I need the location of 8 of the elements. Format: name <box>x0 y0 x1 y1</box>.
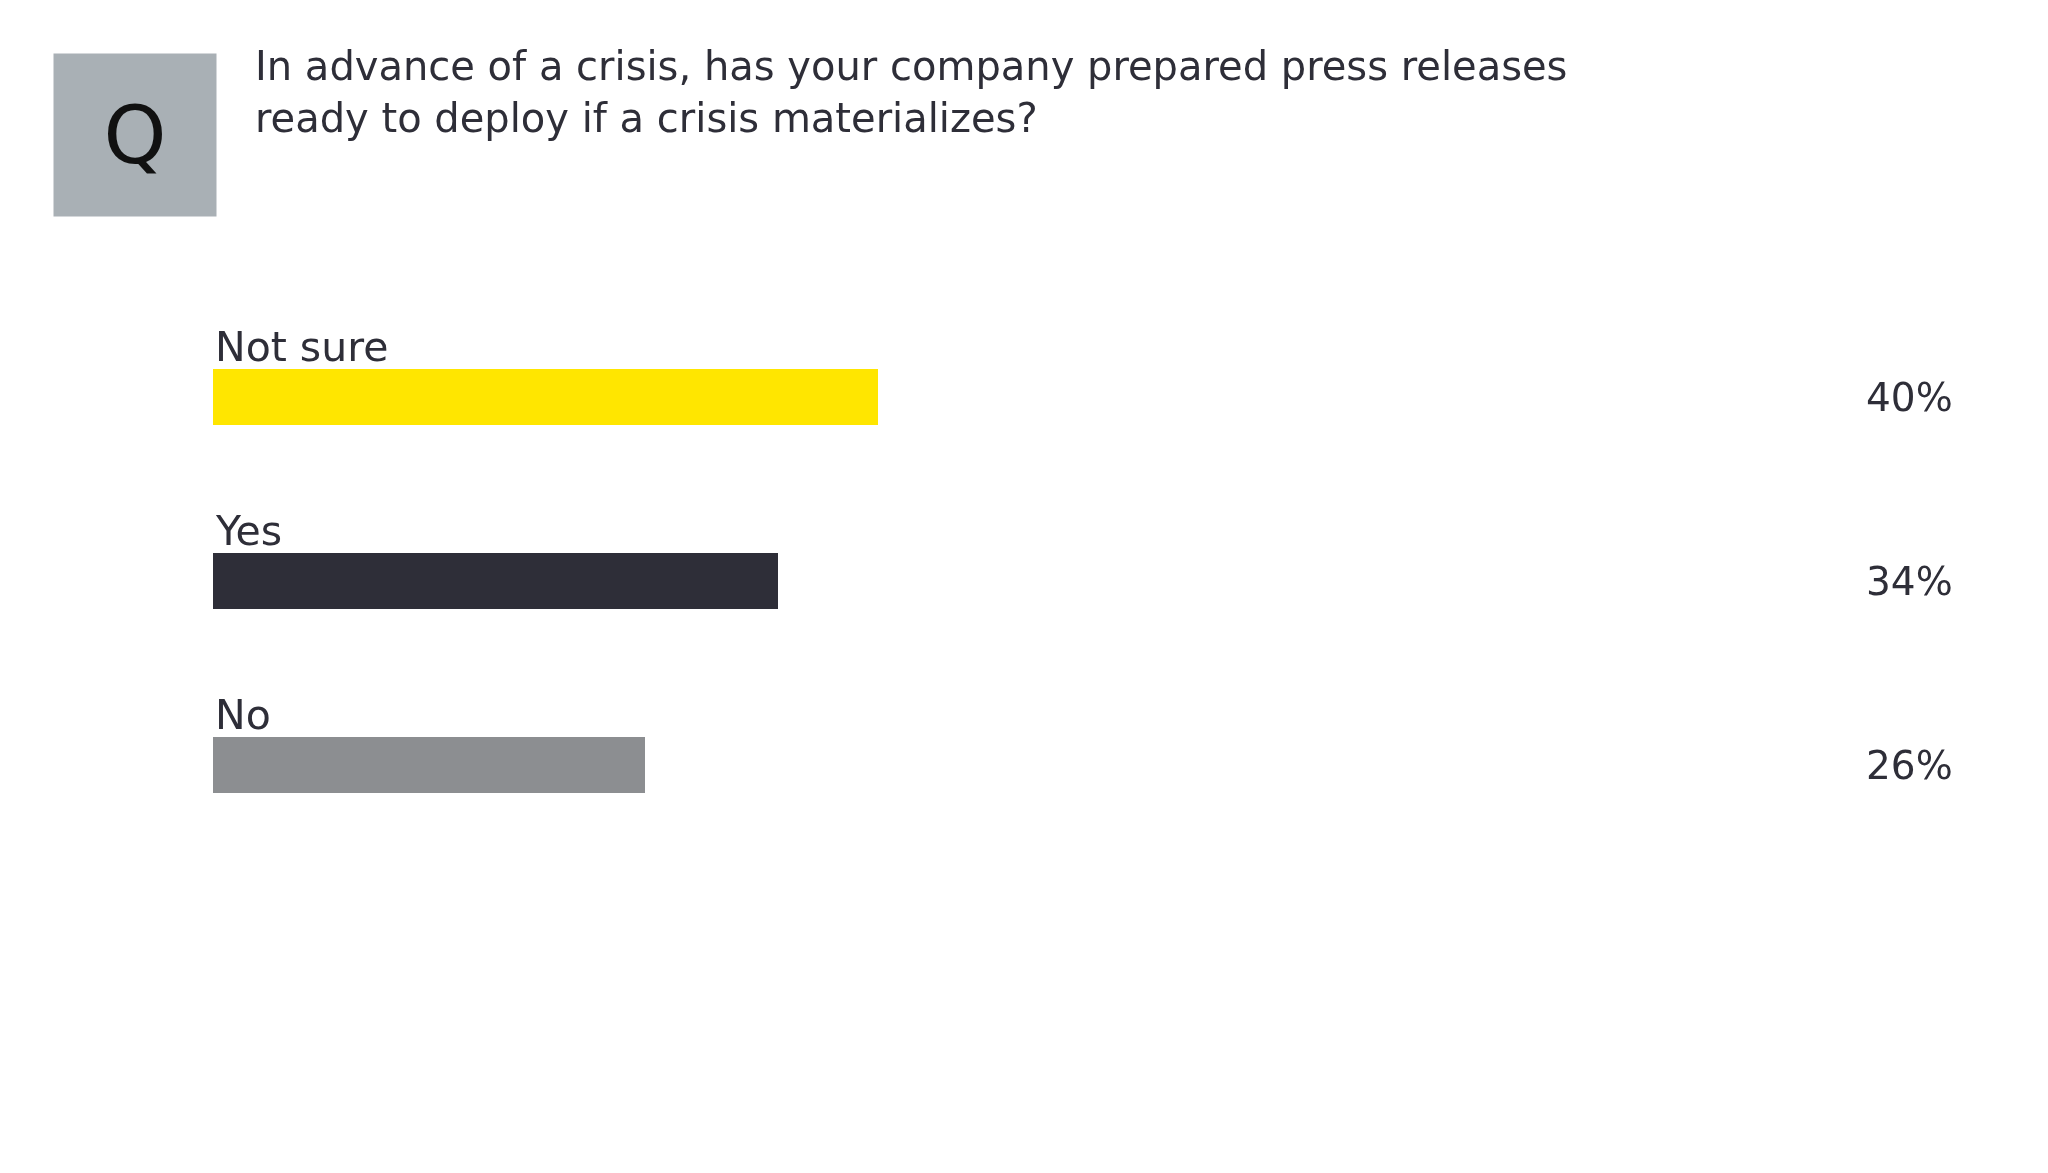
y-tick-label: Yes <box>215 507 283 555</box>
y-tick-label: No <box>215 691 271 739</box>
data-label: 40% <box>1866 375 1953 420</box>
data-label: 34% <box>1866 559 1953 604</box>
text: Q <box>103 88 167 182</box>
data-label: 26% <box>1866 743 1953 788</box>
chart-title: In advance of a crisis, has your company prepared press releases ready to deploy if a crisis materializes? <box>255 43 1568 141</box>
y-tick-label: Not sure <box>215 323 389 371</box>
